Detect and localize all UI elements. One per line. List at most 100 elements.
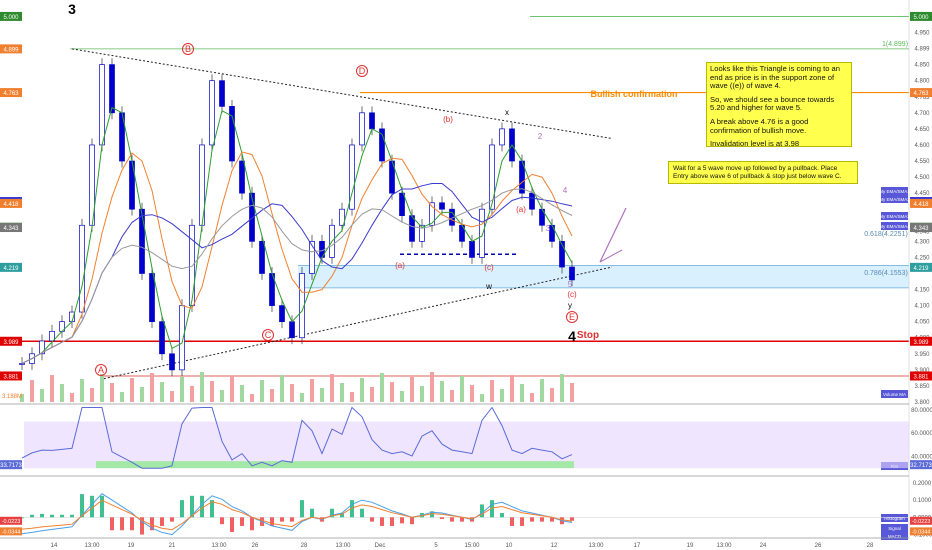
price-tick-label: 4.763 <box>914 95 930 101</box>
volume-bar <box>200 372 204 402</box>
candle-body <box>469 240 475 258</box>
legend-tag <box>881 212 908 220</box>
volume-bar <box>180 377 184 402</box>
macd-hist-bar <box>210 500 214 518</box>
legend-tag-text: MACD <box>888 534 902 539</box>
legend-tag-text: Signal <box>888 526 901 531</box>
fib-support-zone <box>298 265 909 288</box>
wave-point-b: B <box>185 44 191 54</box>
subwave-w: w <box>485 282 492 291</box>
wave-point-d: D <box>359 66 366 76</box>
macd-hist-bar <box>440 517 444 520</box>
candle-body <box>559 240 565 268</box>
volume-bar <box>490 380 494 402</box>
volume-bar <box>250 394 254 402</box>
macd-hist-bar <box>360 508 364 518</box>
candle-body <box>419 224 425 242</box>
rsi-left-tag <box>0 460 22 470</box>
macd-signal-right-value: -0.0344 <box>912 529 931 535</box>
rsi-oversold-zone <box>96 461 574 469</box>
wave-point-a: A <box>98 365 104 375</box>
volume-bar <box>310 379 314 402</box>
macd-tick-label: -0.1000 <box>912 533 932 539</box>
macd-hist-left-tag <box>0 516 22 525</box>
macd-hist-bar <box>490 500 494 518</box>
volume-bar <box>360 378 364 402</box>
candle-body <box>249 192 255 242</box>
macd-hist-bar <box>200 495 204 518</box>
price-tick-label: 4.450 <box>914 191 930 197</box>
rsi-tick-label: 60.0000 <box>911 431 932 437</box>
subwave-3: 3 <box>546 224 551 233</box>
macd-hist-right-tag <box>910 516 932 525</box>
rsi-right-value: 32.7173 <box>910 463 932 469</box>
candle-body <box>99 64 105 146</box>
left-price-tag-text: 4.343 <box>3 226 19 232</box>
projection-arrow-up <box>599 207 627 263</box>
time-tick-label: 26 <box>815 543 822 549</box>
macd-hist-bar <box>370 517 374 522</box>
candle-body <box>479 208 485 258</box>
macd-hist-bar <box>550 517 554 522</box>
candle-body <box>219 80 225 107</box>
time-tick-label: 15:00 <box>464 543 480 549</box>
right-price-tag <box>910 371 932 381</box>
time-tick-label: 13:00 <box>588 543 604 549</box>
price-tick-label: 4.343 <box>914 230 930 236</box>
right-price-tag-text: 4.418 <box>913 202 929 208</box>
volume-bar <box>450 390 454 402</box>
legend-tag <box>881 222 908 230</box>
rsi-line <box>21 406 573 469</box>
time-tick-label: 21 <box>169 543 176 549</box>
macd-hist-bar <box>410 517 414 525</box>
price-tick-label: 4.150 <box>914 288 930 294</box>
candle-body <box>139 208 145 274</box>
subwave-c3: (c) <box>567 290 577 299</box>
subwave-x: x <box>505 108 509 117</box>
right-price-tag <box>910 11 932 21</box>
candle-body <box>429 202 435 226</box>
wave-label-3: 3 <box>68 1 76 17</box>
time-tick-label: 24 <box>760 543 767 549</box>
left-price-tag <box>0 371 22 381</box>
subwave-5: 5 <box>568 280 573 289</box>
rsi-tick-label: 80.0000 <box>911 408 932 414</box>
price-tick-label: 4.650 <box>914 127 930 133</box>
left-price-tag-text: 3.881 <box>3 374 19 380</box>
macd-hist-bar <box>270 517 274 526</box>
left-price-tag <box>0 88 22 98</box>
volume-bar <box>400 391 404 402</box>
legend-tag-text: My EMA/SMA1 <box>879 189 910 194</box>
macd-hist-left-value: -0.0223 <box>2 519 21 525</box>
macd-hist-bar <box>130 517 134 531</box>
rsi-right-tag <box>910 460 932 470</box>
price-tick-label: 4.850 <box>914 63 930 69</box>
macd-hist-bar <box>230 517 234 532</box>
macd-hist-bar <box>300 500 304 518</box>
macd-signal-right-tag <box>910 527 932 536</box>
analysis-note: Looks like this Triangle is coming to an… <box>706 62 852 148</box>
volume-bar <box>140 387 144 402</box>
macd-hist-bar <box>100 495 104 518</box>
volume-bar <box>550 388 554 402</box>
price-tick-label: 3.900 <box>914 368 930 374</box>
subwave-c1: (c) <box>484 263 494 272</box>
bullish-confirmation-label: Bullish confirmation <box>590 89 677 99</box>
left-price-tag <box>0 336 22 346</box>
volume-bar <box>300 393 304 402</box>
ema-line-4 <box>21 188 573 364</box>
volume-ma-left: 3.188M <box>2 394 22 400</box>
macd-hist-bar <box>70 514 74 518</box>
candle-body <box>19 363 25 365</box>
time-tick-label: 17 <box>634 543 641 549</box>
volume-bar <box>390 382 394 402</box>
volume-bar <box>130 378 134 402</box>
triangle-lower-line <box>99 266 613 380</box>
candle-body <box>279 305 285 323</box>
volume-bar <box>70 393 74 402</box>
projection-arrow-right <box>599 249 623 263</box>
candle-body <box>529 192 535 210</box>
time-tick-label: 14 <box>51 543 58 549</box>
volume-bar <box>380 373 384 402</box>
volume-bar <box>260 380 264 402</box>
